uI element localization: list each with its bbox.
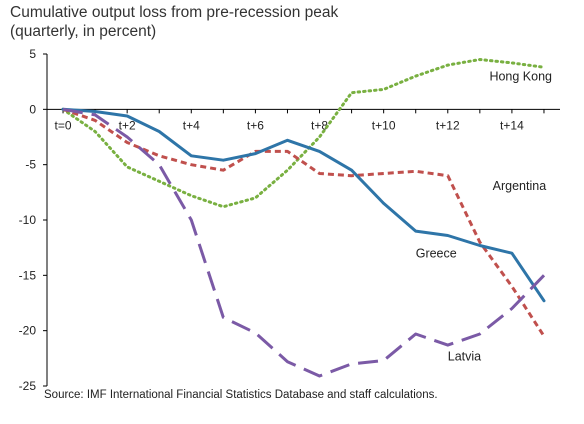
series-line-greece: [61, 107, 546, 303]
chart-subtitle: (quarterly, in percent): [10, 23, 157, 40]
series-label-latvia: Latvia: [448, 350, 481, 364]
y-tick-label: -25: [19, 379, 37, 393]
x-tick-label: t+6: [247, 118, 264, 132]
y-tick-label: -15: [19, 268, 37, 282]
x-tick-label: t+8: [311, 118, 328, 132]
series-labels: Hong Kong Argentina Greece Latvia: [416, 70, 552, 364]
chart-title-block: Cumulative output loss from pre-recessio…: [10, 3, 338, 41]
y-tick-label: -5: [25, 158, 36, 172]
series-line-hong-kong: [61, 58, 546, 209]
y-tick-label: 0: [29, 102, 36, 116]
chart-title: Cumulative output loss from pre-recessio…: [10, 4, 339, 21]
series-line-latvia: [62, 107, 546, 378]
chart-source: Source: IMF International Financial Stat…: [44, 389, 438, 401]
axes: 5 0 -5 -10 -15 -20 -25 t=0 t+2 t+4 t+6 t+8 t+10 t+12 t…: [19, 47, 560, 393]
series-label-greece: Greece: [416, 247, 457, 261]
x-tick-label: t+4: [183, 118, 200, 132]
y-tick-label: -20: [19, 324, 37, 338]
series-label-argentina: Argentina: [493, 179, 547, 193]
series-label-hong-kong: Hong Kong: [489, 70, 552, 84]
y-tick-label: 5: [29, 47, 36, 61]
x-tick-label: t+12: [436, 118, 460, 132]
series-line-argentina: [62, 107, 546, 338]
series-layer: [61, 58, 546, 378]
x-tick-label: t+2: [119, 118, 136, 132]
x-tick-label: t+10: [372, 118, 396, 132]
y-tick-label: -10: [19, 213, 37, 227]
x-tick-label: t+14: [500, 118, 524, 132]
x-tick-label: t=0: [55, 118, 72, 132]
